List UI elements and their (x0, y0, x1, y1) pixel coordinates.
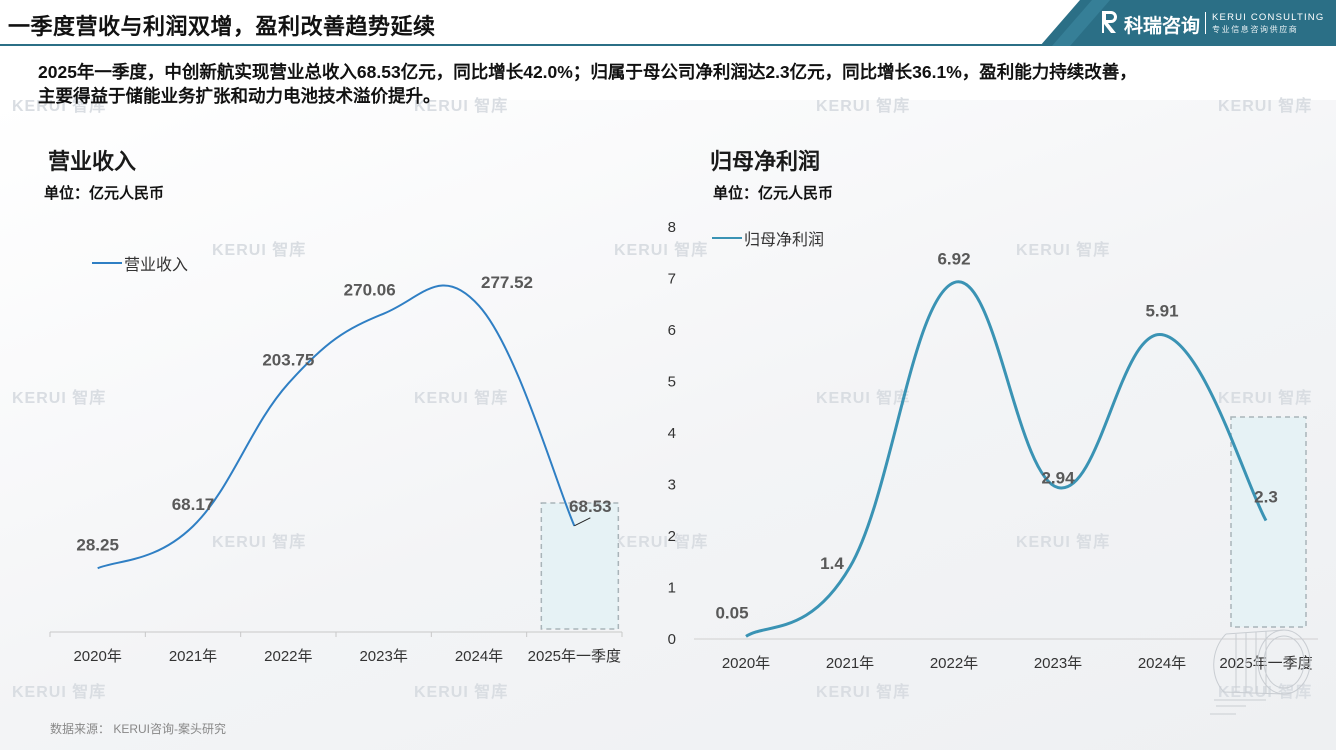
data-label: 6.92 (937, 250, 970, 269)
highlight-box (540, 502, 620, 630)
watermark: KERUI 智库 (12, 684, 107, 701)
watermark: KERUI 智库 (212, 534, 307, 551)
revenue-chart-unit: 单位：亿元人民币 (44, 185, 165, 202)
revenue-legend-swatch (92, 262, 122, 264)
watermark: KERUI 智库 (816, 684, 911, 701)
profit-chart-unit: 单位：亿元人民币 (713, 185, 834, 202)
data-label: 68.17 (172, 495, 215, 514)
brand-logo-icon (1102, 11, 1117, 33)
highlight-box (1230, 416, 1307, 628)
y-tick-label: 8 (668, 219, 676, 236)
x-tick-label: 2024年 (1138, 655, 1186, 672)
revenue-chart: 2020年 28.25 2021年 68.17 2022年 203.75 2023年 270.… (49, 273, 623, 665)
x-tick-label: 2025年一季度 (528, 648, 621, 665)
brand-tagline: 专业信息咨询供应商 (1212, 25, 1299, 34)
watermark: KERUI 智库 (1218, 684, 1313, 701)
y-tick-label: 7 (668, 271, 676, 288)
y-tick-label: 1 (668, 580, 676, 597)
y-tick-label: 5 (668, 374, 676, 391)
summary-line-1: 2025年一季度，中创新航实现营业总收入68.53亿元，同比增长42.0%；归属… (38, 62, 1137, 82)
brand-name: 科瑞咨询 (1124, 16, 1201, 37)
y-tick-label: 3 (668, 477, 676, 494)
watermark: KERUI 智库 (1218, 98, 1313, 115)
background (0, 100, 1336, 750)
page-title: 一季度营收与利润双增，盈利改善趋势延续 (8, 14, 436, 39)
watermark: KERUI 智库 (212, 242, 307, 259)
data-label: 1.4 (820, 554, 844, 573)
x-tick-label: 2024年 (455, 648, 503, 665)
profit-chart: 0 1 2 3 4 5 6 7 8 2020年 0.05 2021年 1.4 2022年 6.92 2023年… (668, 219, 1318, 672)
x-tick-label: 2023年 (359, 648, 407, 665)
header-rule (0, 44, 1080, 46)
data-label: 68.53 (569, 497, 612, 516)
profit-legend-swatch (712, 237, 742, 239)
brand-band (1040, 0, 1336, 46)
profit-legend: 归母净利润 (712, 226, 824, 250)
summary-text: 2025年一季度，中创新航实现营业总收入68.53亿元，同比增长42.0%；归属… (38, 60, 1308, 108)
x-tick-label: 2022年 (930, 655, 978, 672)
summary-line-2: 主要得益于储能业务扩张和动力电池技术溢价提升。 (38, 86, 441, 106)
revenue-legend: 营业收入 (92, 251, 188, 275)
header-bar: 一季度营收与利润双增，盈利改善趋势延续 科瑞咨询 KERUI CONSULTIN… (0, 0, 1336, 46)
revenue-legend-label: 营业收入 (124, 257, 189, 274)
watermark: KERUI 智库 (816, 98, 911, 115)
profit-chart-title: 归母净利润 (710, 149, 821, 174)
revenue-chart-title: 营业收入 (48, 149, 137, 174)
watermark: KERUI 智库 (12, 98, 107, 115)
watermark: KERUI 智库 (614, 534, 709, 551)
watermark: KERUI 智库 (1016, 534, 1111, 551)
data-label: 2.3 (1254, 488, 1278, 507)
x-tick-label: 2020年 (73, 648, 121, 665)
data-source-note: 数据来源： KERUI咨询-案头研究 (50, 722, 227, 736)
x-tick-label: 2021年 (826, 655, 874, 672)
watermark: KERUI 智库 (414, 390, 509, 407)
y-tick-label: 0 (668, 631, 676, 648)
data-label: 0.05 (715, 603, 748, 622)
watermark: KERUI 智库 (12, 390, 107, 407)
revenue-series-line (97, 284, 576, 570)
watermark: KERUI 智库 (1218, 390, 1313, 407)
data-label: 277.52 (481, 273, 533, 292)
watermark: KERUI 智库 (414, 684, 509, 701)
y-tick-label: 6 (668, 322, 676, 339)
x-tick-label: 2023年 (1034, 655, 1082, 672)
y-tick-label: 4 (668, 425, 676, 442)
data-label: 203.75 (262, 350, 314, 369)
data-label: 5.91 (1145, 302, 1178, 321)
watermark: KERUI 智库 (816, 390, 911, 407)
profit-series-line (745, 280, 1268, 638)
x-tick-label: 2020年 (722, 655, 770, 672)
x-tick-label: 2021年 (169, 648, 217, 665)
watermark: KERUI 智库 (414, 98, 509, 115)
watermark: KERUI 智库 (1016, 242, 1111, 259)
profit-legend-label: 归母净利润 (744, 232, 825, 249)
brand-divider (1205, 12, 1206, 34)
x-tick-label: 2022年 (264, 648, 312, 665)
brand-english: KERUI CONSULTING (1212, 12, 1325, 23)
y-tick-label: 2 (668, 528, 676, 545)
watermark: KERUI 智库 (614, 242, 709, 259)
data-label: 270.06 (344, 281, 396, 300)
battery-illustration-icon (1210, 629, 1311, 715)
data-label-leader (574, 517, 591, 527)
data-label: 2.94 (1041, 469, 1075, 488)
data-label: 28.25 (76, 535, 119, 554)
